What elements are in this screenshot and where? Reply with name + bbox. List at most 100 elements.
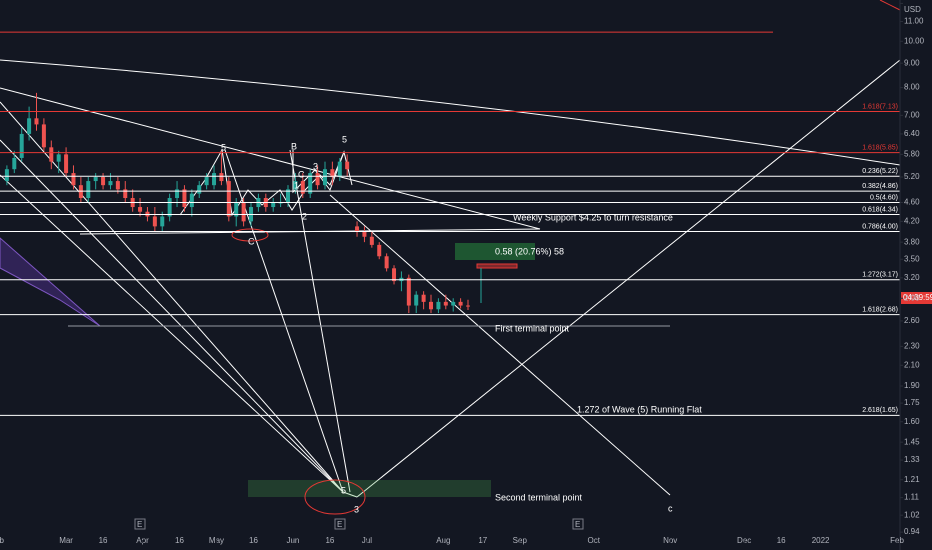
levels: 1.618(7.13) 1.618(5.85) 0.236(5.22) 0.382(4… (0, 31, 900, 416)
price-tag: 04:39:59 (903, 293, 932, 302)
candle-body (19, 133, 24, 158)
candle-body (78, 185, 83, 199)
y-tick-label: 1.75 (904, 398, 920, 407)
trend-line (356, 59, 901, 498)
wave-label: C (298, 169, 305, 179)
wave-label: 5 (342, 134, 347, 144)
candle-body (108, 181, 113, 186)
candle-body (384, 256, 389, 269)
candle-body (369, 236, 374, 245)
wave-label: 3 (313, 161, 318, 171)
candle-body (330, 169, 335, 178)
x-tick-label: Feb (0, 536, 4, 545)
candle-body (123, 189, 128, 199)
fan-line (0, 174, 344, 493)
candle-body (308, 173, 313, 194)
candle-body (41, 124, 46, 148)
wave-label: B (291, 141, 297, 151)
level-label: 2.618(1.65) (862, 407, 898, 414)
annotation: Weekly Support $4.25 to turn resistance (513, 212, 673, 222)
candle-body (337, 161, 342, 178)
level-label: 1.618(7.13) (862, 103, 898, 110)
candle-body (101, 177, 106, 186)
candle-body (315, 173, 320, 186)
candle-body (4, 169, 9, 182)
wave-label: 1 (294, 180, 299, 190)
y-tick-label: 1.21 (904, 475, 920, 484)
y-tick-label: 0.94 (904, 527, 920, 536)
candle-body (234, 202, 239, 217)
y-tick-label: 2.10 (904, 360, 920, 369)
measure-bar (476, 263, 518, 269)
level-label: 0.5(4.60) (870, 194, 898, 201)
candles (4, 92, 470, 314)
candle-body (12, 157, 17, 170)
trend-line (0, 59, 901, 166)
currency-label: USD (904, 5, 921, 14)
earnings-box (134, 518, 146, 530)
annotation: 1.272 of Wave (5) Running Flat (577, 404, 702, 414)
level-label: 1.618(5.85) (862, 144, 898, 151)
candle-body (86, 181, 91, 199)
wave-path (292, 150, 353, 194)
y-tick-label: 10.00 (904, 36, 925, 45)
wave-label: 3 (354, 504, 359, 514)
candle-body (406, 277, 411, 306)
y-tick-label: 11.00 (904, 17, 924, 26)
fan-line (289, 149, 351, 493)
trend-line (879, 0, 901, 11)
candle-body (414, 294, 419, 306)
candle-body (241, 202, 246, 222)
earnings-box (334, 518, 346, 530)
y-tick-label: 9.00 (904, 58, 920, 67)
candle-body (27, 118, 32, 134)
earnings-marker: E (137, 520, 142, 529)
earnings-marker: E (337, 520, 342, 529)
wave-label: C (248, 236, 255, 246)
candle-body (355, 226, 360, 232)
candle-body (56, 154, 61, 162)
y-tick-label: 1.45 (904, 437, 920, 446)
level-label: 0.618(4.34) (862, 206, 898, 213)
candle-body (115, 181, 120, 190)
candle-body (226, 181, 231, 217)
level-label: 0.236(5.22) (862, 168, 898, 175)
y-tick-label: 2.30 (904, 341, 920, 350)
y-tick-label: 1.60 (904, 417, 920, 426)
measure-box (455, 243, 535, 260)
y-tick-label: 5.20 (904, 172, 920, 181)
candle-body (392, 268, 397, 282)
candle-body (64, 154, 69, 174)
y-tick-label: 4.20 (904, 216, 920, 225)
candle-body (138, 207, 143, 212)
candle-body (293, 181, 298, 190)
wave-label: c (668, 503, 673, 513)
y-tick-label: 8.00 (904, 83, 920, 92)
candle-body (466, 305, 470, 307)
price-tag-box (901, 292, 932, 304)
candle-body (300, 181, 305, 194)
candle-body (152, 216, 157, 227)
earnings-marker: E (575, 520, 580, 529)
purple-zone (0, 237, 101, 327)
annotation: First terminal point (495, 323, 570, 333)
y-tick-label: 4.60 (904, 198, 920, 207)
candle-body (71, 173, 76, 186)
candle-body (429, 301, 434, 310)
level-label: 1.618(2.68) (862, 306, 898, 313)
y-tick-label: 3.50 (904, 254, 920, 263)
candle-body (451, 301, 456, 306)
candle-body (443, 301, 448, 306)
candle-body (458, 301, 463, 306)
highlight-ellipse (304, 479, 366, 515)
earnings-box (572, 518, 584, 530)
wave-label: 5 (341, 485, 346, 495)
candle-body (219, 173, 224, 182)
wave-label: 5 (221, 142, 226, 152)
trend-line (329, 194, 671, 496)
candle-body (93, 177, 98, 182)
candle-body (189, 193, 194, 208)
candle-body (212, 173, 217, 186)
candle-body (34, 118, 39, 125)
